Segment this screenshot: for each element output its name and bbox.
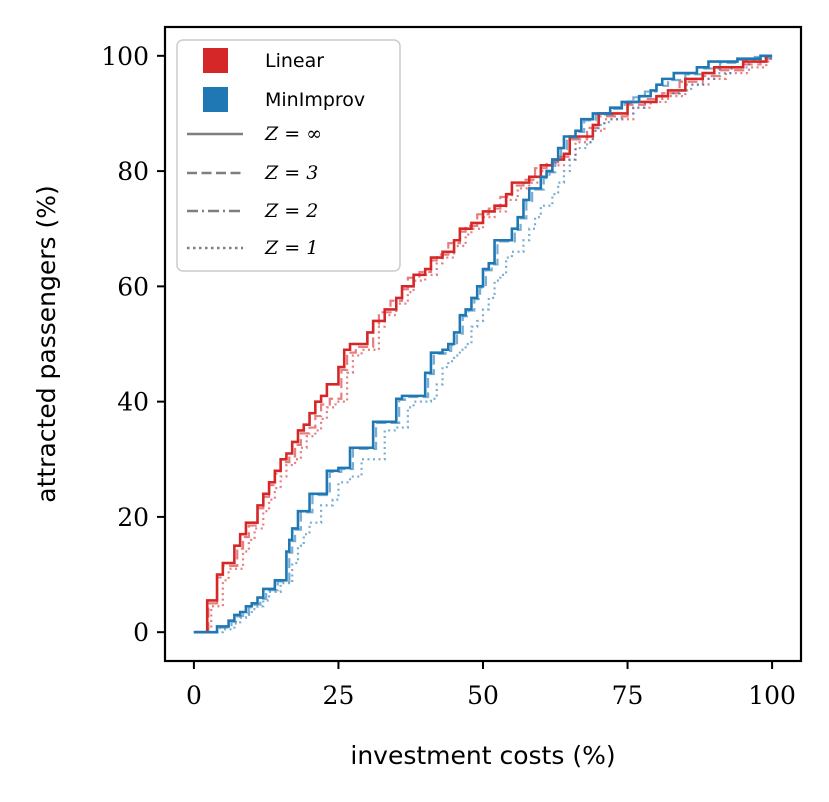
y-tick-label: 40: [117, 388, 149, 417]
legend-label-z-3: Z = 3: [264, 162, 318, 184]
y-tick-label: 60: [117, 272, 149, 301]
y-axis-title: attracted passengers (%): [32, 185, 61, 503]
x-tick-label: 25: [323, 681, 355, 710]
legend-label-linear: Linear: [265, 50, 324, 72]
x-tick-label: 100: [748, 681, 796, 710]
ticks-layer: 0 25 50 75 100 0 20 40 60 80 100: [101, 42, 796, 710]
legend-label-minimprov: MinImprov: [265, 89, 365, 111]
x-tick-label: 75: [612, 681, 644, 710]
y-tick-label: 0: [133, 618, 149, 647]
x-tick-label: 0: [186, 681, 202, 710]
series-line-minimprov-dotted: [193, 57, 773, 634]
series-layer: [193, 54, 773, 634]
legend-label-z-1: Z = 1: [264, 237, 318, 259]
y-tick-label: 20: [117, 503, 149, 532]
series-line-linear-dotted: [193, 60, 773, 634]
series-line-minimprov-solid: [193, 54, 773, 634]
x-axis-title: investment costs (%): [350, 741, 615, 770]
legend-label-z-inf: Z = ∞: [264, 123, 322, 145]
y-tick-label: 100: [101, 42, 149, 71]
legend-label-z-2: Z = 2: [264, 200, 318, 222]
series-line-linear-solid: [193, 54, 773, 634]
legend-swatch-minimprov: [203, 87, 228, 112]
x-tick-label: 50: [467, 681, 499, 710]
legend-frame: [176, 39, 401, 272]
legend-swatch-linear: [203, 48, 228, 73]
legend: Linear MinImprov Z = ∞ Z = 3 Z = 2 Z = 1: [176, 39, 401, 272]
y-tick-label: 80: [117, 157, 149, 186]
series-line-linear-dashed: [193, 57, 773, 634]
